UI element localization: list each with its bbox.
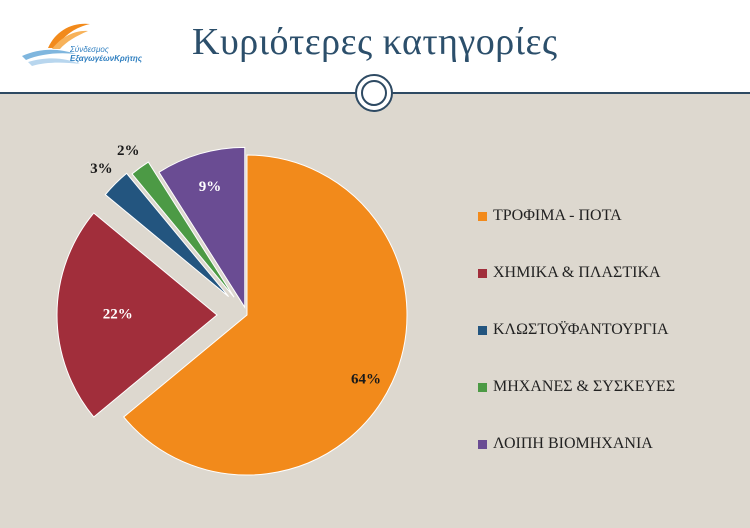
pie-slice-2 — [56, 212, 218, 418]
slide-title: Κυριότερες κατηγορίες — [192, 21, 558, 63]
legend-swatch — [478, 383, 487, 392]
legend-swatch — [478, 269, 487, 278]
logo-line-2: ΕξαγωγέωνΚρήτης — [70, 54, 143, 63]
pie-data-label-2: 22% — [103, 306, 133, 322]
pie-slice-4 — [131, 161, 235, 298]
legend-label: ΚΛΩΣΤΟΫΦΑΝΤΟΥΡΓΙΑ — [493, 321, 669, 338]
logo-line-1: Σύνδεσμος — [70, 45, 109, 54]
pie-data-label-5: 9% — [199, 179, 222, 195]
pie-slice-3 — [104, 172, 230, 298]
legend-swatch — [478, 212, 487, 221]
logo-text: Σύνδεσμος ΕξαγωγέωνΚρήτης — [70, 45, 142, 63]
legend-label: ΛΟΙΠΗ ΒΙΟΜΗΧΑΝΙΑ — [493, 435, 653, 452]
pie-data-label-1: 64% — [351, 371, 381, 387]
orange-wing-logo-icon — [22, 23, 90, 66]
pie-slice-1 — [123, 154, 408, 476]
legend-label: ΤΡΟΦΙΜΑ - ΠΟΤΑ — [493, 207, 622, 224]
pie-data-label-3: 3% — [90, 161, 113, 177]
logo: Σύνδεσμος ΕξαγωγέωνΚρήτης — [18, 18, 158, 68]
legend-label: ΧΗΜΙΚΑ & ΠΛΑΣΤΙΚΑ — [493, 264, 661, 281]
pie-slice-5 — [158, 146, 246, 310]
legend-swatch — [478, 440, 487, 449]
ornament-inner-ring — [361, 80, 387, 106]
ornament-medallion — [355, 74, 393, 112]
legend-label: ΜΗΧΑΝΕΣ & ΣΥΣΚΕΥΕΣ — [493, 378, 676, 395]
legend-swatch — [478, 326, 487, 335]
pie-data-label-4: 2% — [117, 143, 140, 159]
